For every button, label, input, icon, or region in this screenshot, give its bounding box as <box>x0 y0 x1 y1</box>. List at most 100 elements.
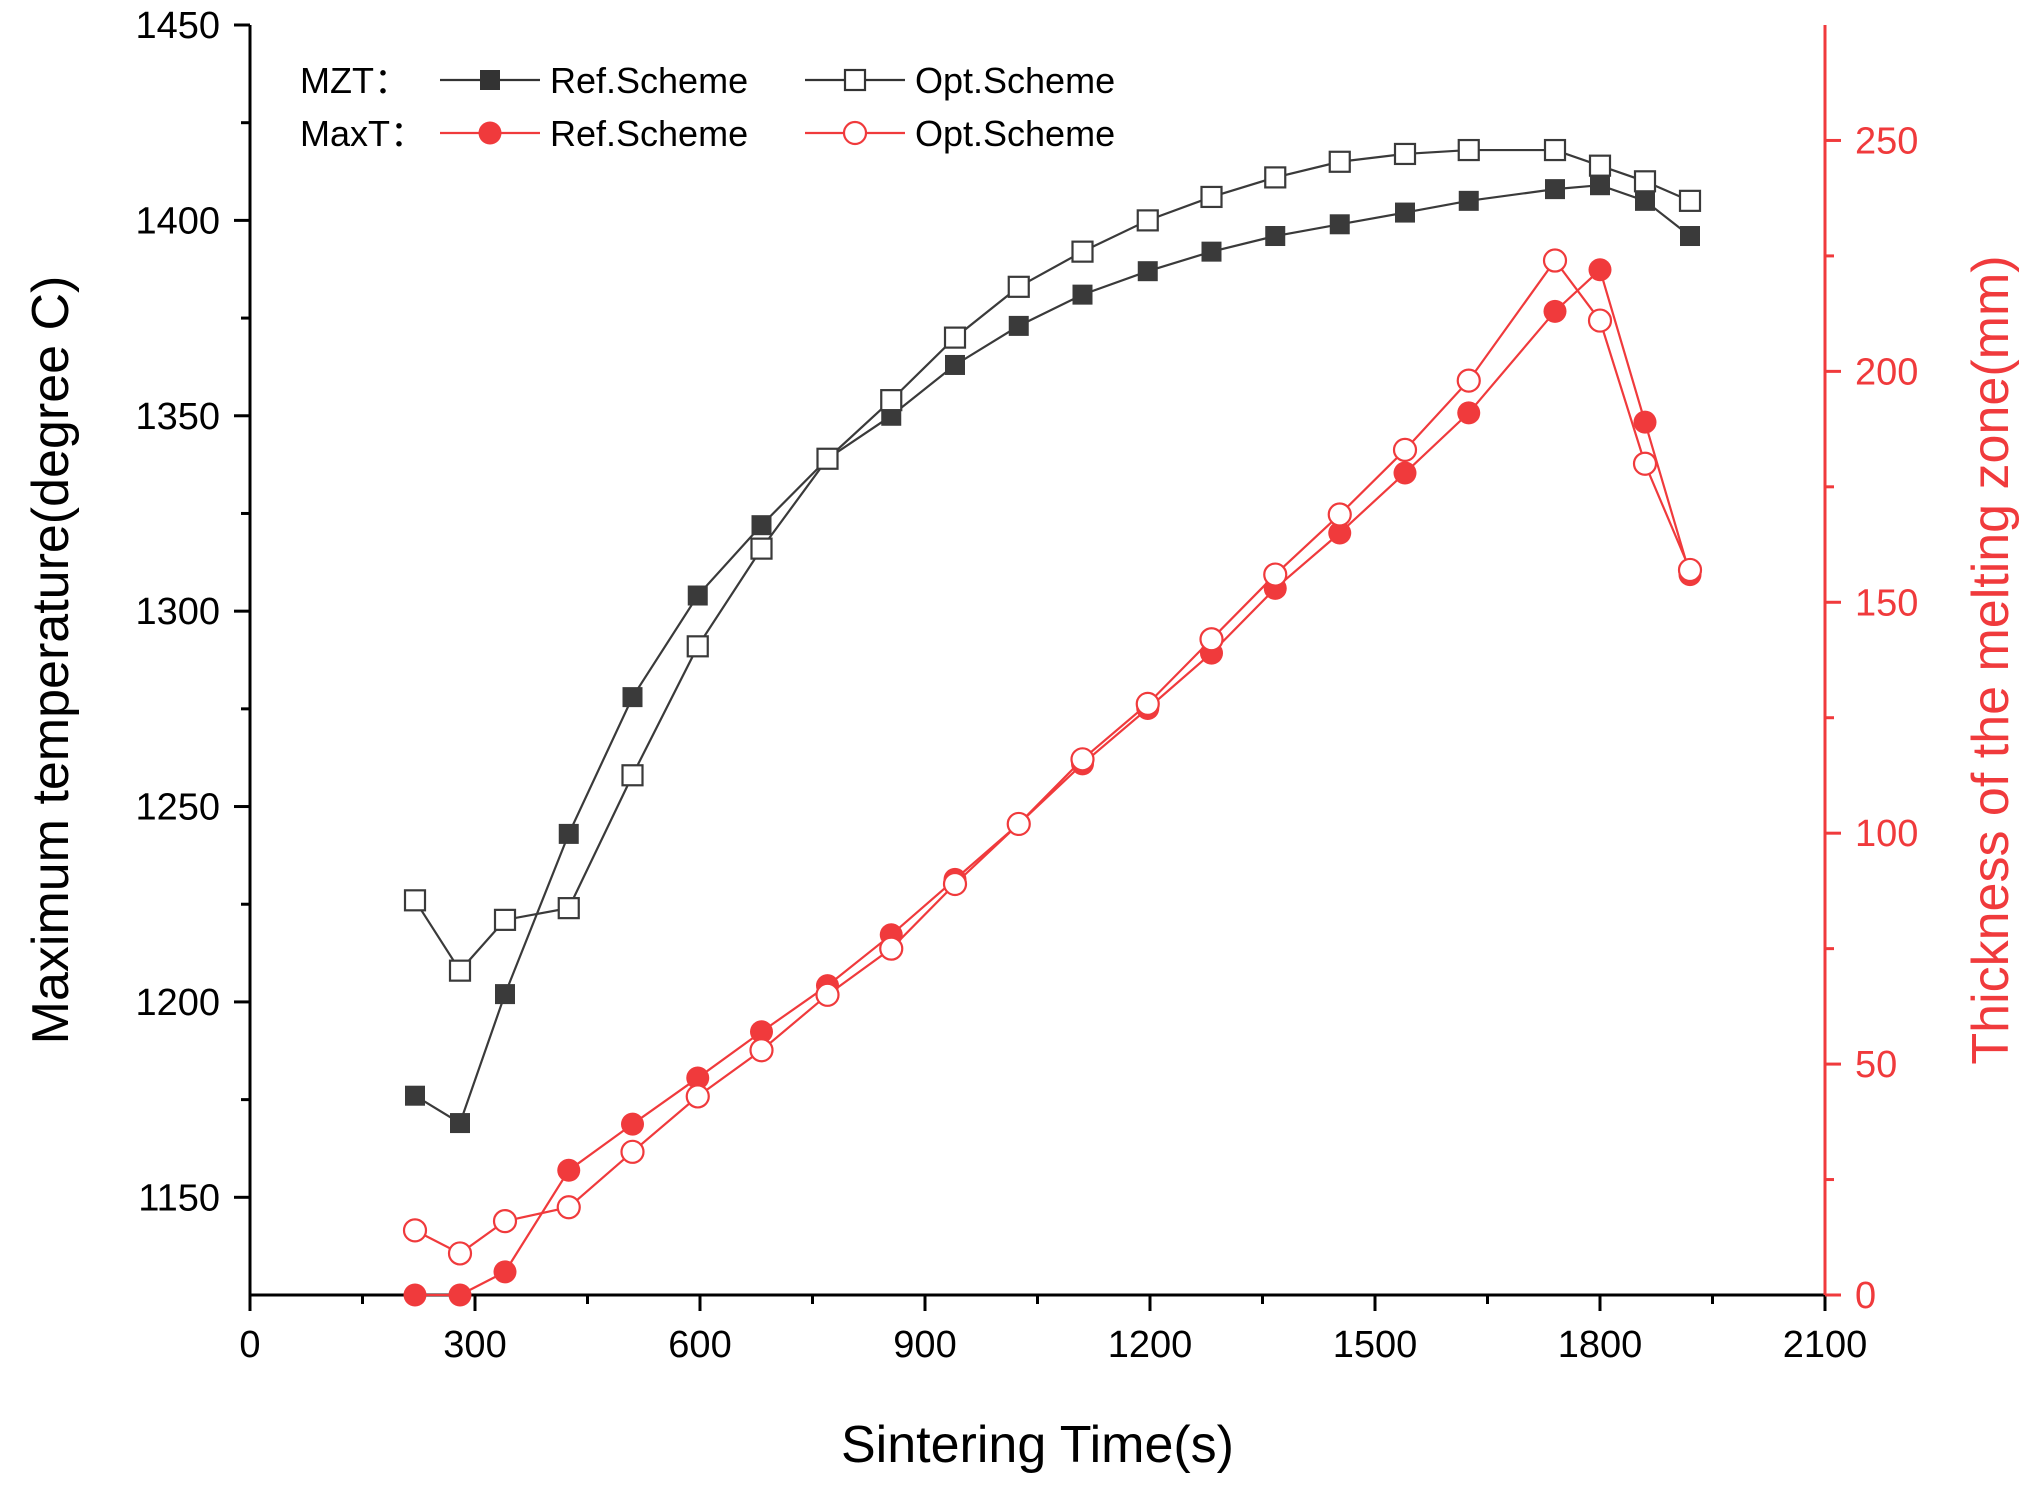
data-point <box>448 1283 472 1307</box>
y-right-tick-label: 150 <box>1855 582 1918 624</box>
series-maxt-ref-scheme <box>403 258 1702 1307</box>
legend-mzt-marker <box>480 70 500 90</box>
data-point <box>558 823 579 844</box>
data-point <box>622 687 643 708</box>
series-mzt-ref-scheme <box>405 175 1700 1134</box>
data-point <box>492 1209 518 1234</box>
series-mzt-opt-scheme <box>403 138 1702 982</box>
data-point <box>1070 747 1095 772</box>
y-left-tick-label: 1300 <box>135 591 220 633</box>
data-point <box>879 936 904 961</box>
data-point <box>1588 258 1612 282</box>
y-right-tick-label: 100 <box>1855 813 1918 855</box>
data-point <box>1201 241 1222 262</box>
data-point <box>1543 299 1567 323</box>
data-point <box>1072 284 1093 305</box>
x-tick-label: 300 <box>443 1324 506 1366</box>
x-tick-label: 2100 <box>1783 1324 1868 1366</box>
data-point <box>685 1084 710 1109</box>
legend-mzt-marker <box>843 68 867 92</box>
data-point <box>1136 209 1159 232</box>
x-tick-label: 600 <box>668 1324 731 1366</box>
data-point <box>447 1241 473 1266</box>
data-point <box>556 1195 581 1220</box>
x-tick-label: 1500 <box>1333 1324 1418 1366</box>
y-left-tick-label: 1150 <box>138 1177 220 1219</box>
data-point <box>1071 240 1094 263</box>
data-point <box>621 1112 644 1136</box>
legend-mzt-ref-label: Ref.Scheme <box>550 60 748 101</box>
data-point <box>945 354 965 375</box>
data-point <box>1264 166 1287 189</box>
data-point <box>751 515 772 536</box>
x-tick-label: 1200 <box>1108 1324 1193 1366</box>
data-point <box>1680 226 1700 247</box>
legend: MZT： Ref.Scheme Opt.Scheme MaxT： Ref.Sch… <box>300 60 1115 154</box>
data-point <box>1633 170 1657 193</box>
data-point <box>686 1066 710 1090</box>
data-point <box>1635 190 1655 211</box>
data-point <box>557 897 580 920</box>
y-axis-left-title: Maximum temperature(degree C) <box>22 276 80 1045</box>
data-point <box>493 1260 517 1284</box>
data-point <box>687 585 708 606</box>
data-point <box>1543 138 1567 162</box>
data-point <box>1328 521 1352 545</box>
data-point <box>493 908 517 931</box>
plot-area <box>402 138 1703 1307</box>
data-point <box>1633 410 1657 434</box>
x-tick-label: 0 <box>239 1324 260 1366</box>
y-right-tick-label: 50 <box>1855 1044 1897 1086</box>
data-point <box>1590 175 1610 196</box>
data-point <box>942 871 968 897</box>
data-point <box>943 326 967 349</box>
data-point <box>621 764 644 787</box>
legend-mzt-opt-label: Opt.Scheme <box>915 60 1115 101</box>
data-point <box>1456 368 1481 393</box>
data-point <box>1137 261 1158 282</box>
data-point <box>1008 315 1029 336</box>
y-left-tick-label: 1450 <box>135 5 220 47</box>
data-point <box>1329 214 1350 235</box>
x-tick-label: 900 <box>893 1324 956 1366</box>
data-point <box>1678 189 1702 212</box>
data-point <box>1542 248 1568 273</box>
data-point <box>749 1038 774 1063</box>
y-right-tick-label: 250 <box>1855 120 1918 162</box>
data-point <box>750 537 773 560</box>
data-point <box>557 1158 581 1182</box>
y-right-tick-label: 0 <box>1855 1275 1876 1317</box>
data-point <box>1457 138 1480 162</box>
data-point <box>403 889 427 912</box>
data-point <box>1457 401 1481 425</box>
data-point <box>1458 190 1479 211</box>
data-point <box>495 984 515 1005</box>
data-point <box>1328 150 1351 173</box>
legend-maxt-prefix: MaxT： <box>300 113 426 154</box>
data-point <box>1200 185 1223 209</box>
data-point <box>750 1020 773 1044</box>
data-point <box>1199 627 1224 652</box>
data-point <box>1587 308 1613 333</box>
y-left-tick-label: 1400 <box>135 200 220 242</box>
axes: 0 300 600 900 1200 1500 1800 210011501200125013… <box>135 5 1918 1366</box>
data-point <box>1632 451 1658 476</box>
data-point <box>1006 811 1031 837</box>
legend-maxt-ref-label: Ref.Scheme <box>550 113 748 154</box>
data-point <box>1327 502 1352 527</box>
data-point <box>1395 202 1415 223</box>
data-point <box>620 1139 645 1164</box>
data-point <box>880 389 903 412</box>
data-point <box>1135 691 1160 716</box>
series-maxt-opt-scheme <box>402 248 1703 1266</box>
data-point <box>1393 142 1417 166</box>
y-axis-right-title: Thickness of the melting zone(mm) <box>1962 255 2020 1064</box>
data-point <box>1588 154 1612 177</box>
data-point <box>450 1113 470 1134</box>
legend-maxt-marker <box>478 121 502 145</box>
data-point <box>1393 461 1417 485</box>
legend-maxt-marker <box>842 120 868 146</box>
data-point <box>1677 557 1703 583</box>
data-point <box>405 1085 425 1106</box>
